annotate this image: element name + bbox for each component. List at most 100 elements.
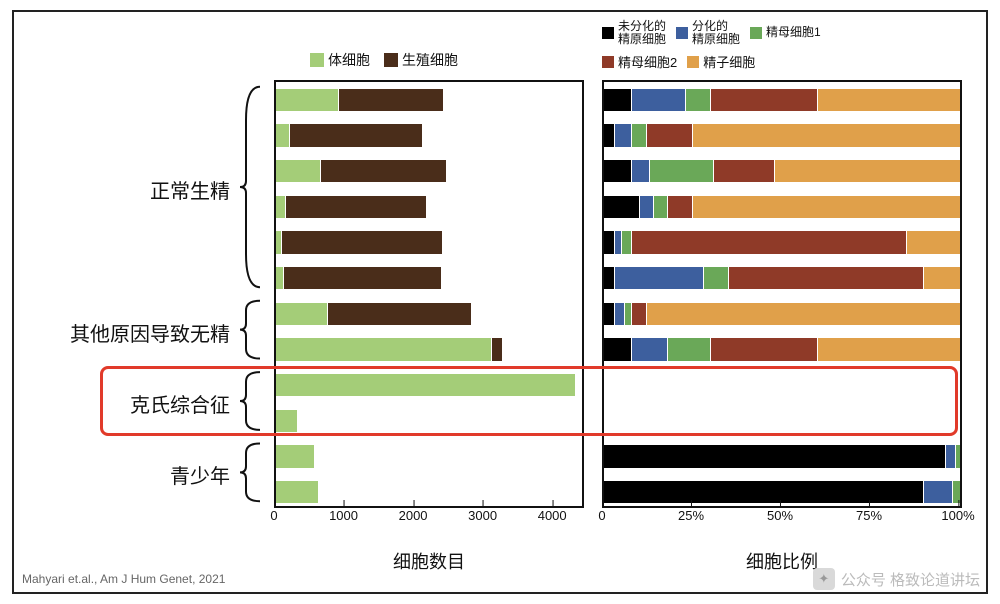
tick: 3000: [468, 508, 497, 523]
undiff-seg: [604, 231, 615, 253]
st-seg: [818, 338, 960, 360]
legend-label: 体细胞: [328, 50, 370, 70]
sp2-seg: [668, 196, 693, 218]
row-group-label: 克氏综合征: [130, 389, 230, 418]
legend-swatch: [750, 27, 762, 39]
right-bar-row: [604, 303, 960, 325]
right-bar-row: [604, 89, 960, 111]
diff-seg: [924, 481, 952, 503]
diff-seg: [615, 303, 626, 325]
legend-label: 生殖细胞: [402, 50, 458, 70]
left-bar-row: [276, 267, 441, 289]
undiff-seg: [604, 160, 632, 182]
legend-swatch: [687, 56, 699, 68]
legend-label: 精母细胞2: [618, 52, 677, 71]
germ-seg: [286, 196, 425, 218]
sp1-seg: [956, 445, 960, 467]
left-legend: 体细胞 生殖细胞: [310, 50, 458, 70]
sp2-seg: [647, 124, 693, 146]
row-group-label: 青少年: [170, 460, 230, 489]
right-bar-row: [604, 160, 960, 182]
right-bar-chart: [602, 80, 962, 508]
diff-seg: [632, 89, 685, 111]
left-bar-row: [276, 231, 442, 253]
undiff-seg: [604, 338, 632, 360]
left-bar-row: [276, 410, 297, 432]
legend-item: 精母细胞1: [750, 26, 821, 39]
st-seg: [693, 196, 960, 218]
germ-seg: [321, 160, 446, 182]
legend-swatch: [676, 27, 688, 39]
diff-seg: [615, 231, 622, 253]
legend-swatch: [602, 56, 614, 68]
legend-label: 分化的 精原细胞: [692, 20, 740, 45]
left-bar-chart: [274, 80, 584, 508]
right-legend-line1: 未分化的 精原细胞 分化的 精原细胞 精母细胞1: [602, 20, 821, 45]
sp2-seg: [729, 267, 925, 289]
tick: 75%: [856, 508, 882, 523]
germ-seg: [282, 231, 442, 253]
undiff-seg: [604, 445, 946, 467]
st-seg: [924, 267, 960, 289]
undiff-seg: [604, 196, 640, 218]
right-bar-row: [604, 124, 960, 146]
tick: 2000: [399, 508, 428, 523]
legend-swatch: [384, 53, 398, 67]
left-bar-row: [276, 196, 426, 218]
undiff-seg: [604, 481, 924, 503]
undiff-seg: [604, 89, 632, 111]
soma-seg: [276, 160, 321, 182]
left-bar-row: [276, 124, 422, 146]
diff-seg: [640, 196, 654, 218]
watermark: ✦ 公众号 格致论道讲坛: [813, 568, 980, 590]
soma-seg: [276, 196, 286, 218]
legend-item: 未分化的 精原细胞: [602, 20, 666, 45]
legend-item: 精母细胞2: [602, 52, 677, 71]
germ-seg: [492, 338, 502, 360]
soma-seg: [276, 338, 492, 360]
legend-label: 精母细胞1: [766, 26, 821, 39]
st-seg: [775, 160, 960, 182]
tick: 0: [270, 508, 277, 523]
right-bar-row: [604, 338, 960, 360]
sp2-seg: [711, 338, 818, 360]
right-axis-ticks: 025%50%75%100%: [602, 508, 962, 530]
legend-swatch: [310, 53, 324, 67]
left-bar-row: [276, 89, 443, 111]
sp1-seg: [650, 160, 714, 182]
tick: 25%: [678, 508, 704, 523]
sp2-seg: [632, 231, 906, 253]
sp1-seg: [654, 196, 668, 218]
soma-seg: [276, 267, 284, 289]
legend-label: 精子细胞: [703, 52, 755, 71]
tick: 100%: [941, 508, 974, 523]
undiff-seg: [604, 303, 615, 325]
undiff-seg: [604, 267, 615, 289]
right-legend-line2: 精母细胞2 精子细胞: [602, 52, 755, 71]
tick: 4000: [538, 508, 567, 523]
right-bar-row: [604, 481, 960, 503]
sp1-seg: [704, 267, 729, 289]
row-group-label: 正常生精: [150, 175, 230, 204]
left-bar-row: [276, 303, 471, 325]
left-bar-row: [276, 338, 502, 360]
sp2-seg: [711, 89, 818, 111]
legend-item: 体细胞: [310, 50, 370, 70]
st-seg: [647, 303, 960, 325]
soma-seg: [276, 89, 339, 111]
legend-swatch: [602, 27, 614, 39]
soma-seg: [276, 374, 575, 396]
left-axis-ticks: 01000200030004000: [274, 508, 584, 530]
tick: 50%: [767, 508, 793, 523]
left-axis-title: 细胞数目: [274, 548, 584, 574]
tick: 0: [598, 508, 605, 523]
citation: Mahyari et.al., Am J Hum Genet, 2021: [22, 572, 225, 586]
right-bar-row: [604, 445, 960, 467]
legend-item: 生殖细胞: [384, 50, 458, 70]
left-bar-row: [276, 481, 318, 503]
legend-item: 分化的 精原细胞: [676, 20, 740, 45]
undiff-seg: [604, 124, 615, 146]
diff-seg: [946, 445, 957, 467]
wechat-icon: ✦: [813, 568, 835, 590]
sp1-seg: [668, 338, 711, 360]
